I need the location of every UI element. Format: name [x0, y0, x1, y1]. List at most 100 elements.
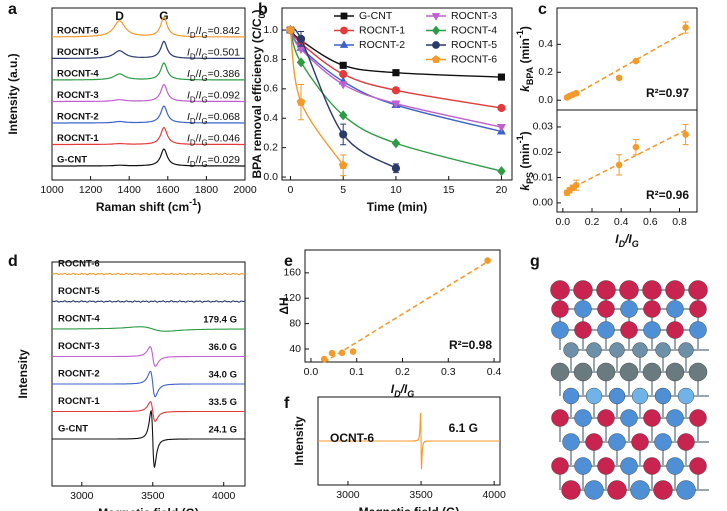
label-part: G — [201, 52, 207, 61]
plot-frame — [51, 261, 246, 487]
x-tick-label: 0 — [288, 184, 294, 196]
x-tick-label: 0.4 — [614, 216, 629, 228]
label-part: ) — [518, 131, 532, 135]
marker — [339, 61, 347, 69]
y-tick-label: 0.03 — [533, 121, 554, 133]
label-part: D — [190, 31, 196, 40]
label-part: G — [201, 95, 207, 104]
atom — [597, 321, 615, 339]
atom — [676, 480, 696, 500]
atom — [654, 433, 672, 451]
atom — [586, 342, 602, 358]
marker — [296, 57, 306, 68]
epr-signal — [52, 346, 245, 367]
label-part: I — [199, 132, 202, 144]
label-part: BPA — [525, 66, 535, 85]
label-part: I — [187, 46, 190, 58]
atom — [608, 433, 626, 451]
legend-label: ROCNT-6 — [451, 53, 497, 65]
series-name: ROCNT-6 — [58, 259, 100, 270]
peak-label: G — [159, 9, 168, 23]
x-tick-label: 0.0 — [304, 366, 319, 378]
y-axis-label: Intensity (a.u.) — [6, 53, 20, 134]
atom — [620, 321, 638, 339]
label-part: I — [628, 232, 632, 246]
label-part: I — [199, 111, 202, 123]
epr-signal — [51, 272, 246, 276]
y-tick-label: 0.2 — [263, 141, 278, 153]
y-tick-label: 160 — [283, 267, 301, 279]
label-part: -1 — [515, 30, 525, 38]
x-tick-label: 3000 — [336, 489, 360, 501]
series-name: G-CNT — [58, 424, 88, 435]
ratio-label: ID/IG=0.386 — [187, 68, 240, 83]
label-part: / — [624, 232, 630, 246]
x-tick-label: 0.8 — [672, 216, 687, 228]
point — [338, 349, 346, 357]
series-name: OCNT-6 — [330, 431, 374, 445]
y-tick-label: 0.00 — [533, 197, 554, 209]
atom — [608, 387, 626, 405]
y-tick-label: 0.6 — [263, 83, 278, 95]
x-tick-label: 4000 — [482, 489, 506, 501]
atom — [677, 433, 695, 451]
point — [572, 89, 580, 97]
point — [320, 355, 328, 363]
atom — [653, 480, 673, 500]
series-name: G-CNT — [57, 155, 87, 166]
atom — [666, 409, 684, 427]
panel-letter: b — [258, 1, 268, 18]
atom — [597, 457, 615, 475]
label-part: = — [208, 25, 214, 37]
label-part: G — [201, 31, 207, 40]
atom — [643, 300, 661, 318]
ratio-value: 0.046 — [214, 132, 240, 144]
label-part: D — [190, 117, 196, 126]
label-part: I — [187, 132, 190, 144]
panel-letter: a — [8, 1, 17, 18]
atom — [585, 387, 603, 405]
label-part: I — [615, 232, 619, 246]
label-part: ) — [250, 9, 264, 13]
marker — [339, 130, 348, 139]
point — [682, 131, 689, 138]
series-name: ROCNT-3 — [58, 341, 100, 352]
point — [572, 181, 580, 189]
marker — [296, 34, 306, 43]
atom — [666, 300, 684, 318]
y-axis-label: ΔH — [277, 297, 291, 314]
label-part: G — [201, 160, 207, 169]
atom — [620, 300, 638, 318]
marker — [497, 166, 506, 177]
label-part: (min — [518, 38, 532, 67]
label-part: D — [190, 160, 196, 169]
marker — [338, 81, 348, 90]
x-axis-label: Time (min) — [367, 200, 427, 214]
label-part: / — [400, 382, 406, 396]
ratio-label: ID/IG=0.842 — [187, 25, 240, 40]
panel-letter: f — [284, 395, 290, 412]
label-part: / — [196, 89, 199, 101]
ratio-label: ID/IG=0.029 — [187, 154, 240, 169]
marker — [496, 124, 506, 133]
ratio-label: ID/IG=0.046 — [187, 132, 240, 147]
atom — [643, 409, 661, 427]
label-part: D — [190, 52, 196, 61]
atom — [630, 480, 650, 500]
label-part: / — [196, 25, 199, 37]
atom — [585, 433, 603, 451]
atom — [677, 387, 695, 405]
x-tick-label: 0.4 — [487, 366, 502, 378]
x-tick-label: 15 — [443, 184, 455, 196]
atom — [574, 321, 592, 339]
x-tick-label: 0.6 — [643, 216, 658, 228]
series-name: ROCNT-2 — [58, 369, 100, 380]
linewidth-label: 36.0 G — [208, 342, 237, 353]
series-name: ROCNT-4 — [58, 314, 100, 325]
annotation: R²=0.97 — [646, 86, 689, 100]
label-part: D — [394, 389, 401, 399]
marker — [391, 138, 401, 149]
series-name: ROCNT-2 — [57, 112, 99, 123]
label-part: G — [201, 117, 207, 126]
y-tick-label: 120 — [283, 292, 301, 304]
